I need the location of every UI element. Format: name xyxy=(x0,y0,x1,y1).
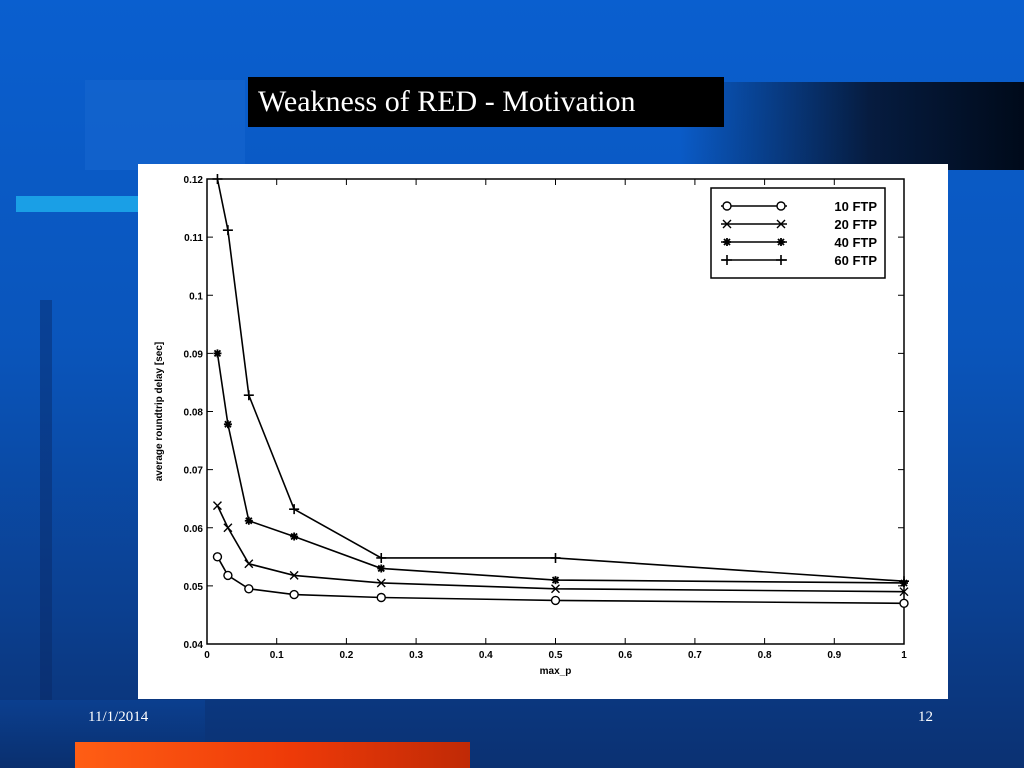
x-tick-label: 0.4 xyxy=(479,650,493,661)
y-tick-label: 0.1 xyxy=(189,291,203,302)
x-tick-label: 1 xyxy=(901,650,907,661)
data-point-2 xyxy=(213,349,222,358)
decorative-band-dark xyxy=(680,82,1024,170)
data-point-1 xyxy=(212,501,222,511)
data-point-3 xyxy=(899,576,909,587)
legend-marker-0 xyxy=(776,201,786,211)
legend-marker-2 xyxy=(723,238,731,246)
line-chart: 0 0.1 0.2 0.3 0.4 0.5 0.6 0.7 0.8 0.9 1 0.04 0.05 0.0… xyxy=(154,174,909,677)
data-point-0 xyxy=(212,552,223,562)
y-tick-label: 0.08 xyxy=(184,408,204,419)
slide-date: 11/1/2014 xyxy=(88,709,149,725)
data-point-2 xyxy=(551,576,560,585)
data-point-0 xyxy=(376,592,386,603)
data-point-0 xyxy=(223,570,233,581)
legend-entry-3: 60 FTP xyxy=(834,253,877,268)
data-point-0 xyxy=(550,595,561,606)
y-tick-label: 0.12 xyxy=(184,175,204,186)
x-tick-label: 0.1 xyxy=(270,650,284,661)
legend-marker-1 xyxy=(722,219,732,229)
series-line-2 xyxy=(216,353,905,584)
x-tick-label: 0 xyxy=(204,650,210,661)
y-axis-label: average roundtrip delay [sec] xyxy=(154,342,165,482)
decorative-band-left xyxy=(40,300,52,768)
legend-marker-3 xyxy=(722,255,732,265)
data-point-3 xyxy=(212,174,223,184)
data-point-3 xyxy=(222,225,233,236)
data-point-2 xyxy=(223,420,232,429)
decorative-cyan-bar xyxy=(16,196,166,212)
data-point-1 xyxy=(376,578,386,588)
legend-marker-2 xyxy=(777,238,785,246)
x-tick-label: 0.6 xyxy=(618,650,632,661)
legend-entry-1: 20 FTP xyxy=(834,217,877,232)
y-tick-label: 0.06 xyxy=(184,524,204,535)
data-point-3 xyxy=(550,552,561,563)
x-tick-label: 0.8 xyxy=(758,650,772,661)
legend-marker-3 xyxy=(776,255,786,265)
decorative-band-light xyxy=(85,80,245,170)
x-axis-label: max_p xyxy=(540,666,572,677)
x-tick-label: 0.9 xyxy=(827,650,841,661)
data-point-0 xyxy=(289,589,299,600)
x-tick-label: 0.7 xyxy=(688,650,702,661)
data-point-3 xyxy=(289,504,300,515)
y-tick-label: 0.09 xyxy=(184,349,204,360)
y-tick-label: 0.07 xyxy=(184,466,204,477)
data-point-1 xyxy=(551,584,560,594)
data-point-2 xyxy=(244,516,253,525)
data-point-2 xyxy=(377,564,386,573)
legend-marker-0 xyxy=(722,201,732,211)
series-line-1 xyxy=(216,505,905,593)
legend-marker-1 xyxy=(776,219,786,229)
legend-entry-2: 40 FTP xyxy=(834,235,877,250)
y-tick-label: 0.05 xyxy=(184,582,204,593)
y-tick-label: 0.11 xyxy=(184,233,203,244)
decorative-orange-bar xyxy=(75,742,470,768)
y-tick-label: 0.04 xyxy=(184,640,204,651)
data-point-1 xyxy=(289,570,299,580)
x-tick-label: 0.5 xyxy=(549,650,563,661)
legend-box xyxy=(710,187,886,279)
data-point-1 xyxy=(244,559,254,569)
data-point-1 xyxy=(899,587,909,597)
data-point-2 xyxy=(290,532,299,541)
x-tick-label: 0.2 xyxy=(339,650,353,661)
data-point-0 xyxy=(899,598,909,609)
chart-panel: 0 0.1 0.2 0.3 0.4 0.5 0.6 0.7 0.8 0.9 1 0.04 0.05 0.0… xyxy=(138,164,948,699)
slide-title: Weakness of RED - Motivation xyxy=(248,77,724,127)
slide-page-number: 12 xyxy=(918,709,933,725)
x-tick-label: 0.3 xyxy=(409,650,423,661)
data-point-0 xyxy=(244,584,254,594)
data-point-1 xyxy=(223,523,233,533)
data-point-3 xyxy=(376,552,387,563)
legend-entry-0: 10 FTP xyxy=(834,199,877,214)
data-point-3 xyxy=(243,390,254,401)
